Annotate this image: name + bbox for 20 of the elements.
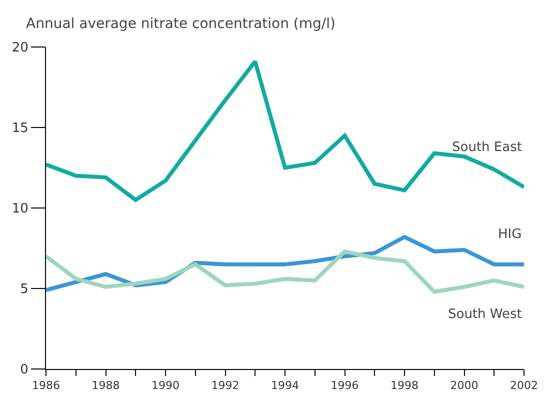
x-tick-label: 2002 [510, 379, 538, 392]
y-tick-label: 0 [20, 362, 28, 378]
y-tick-label: 5 [20, 282, 28, 298]
series-label: South East [452, 140, 522, 155]
x-tick-label: 1998 [390, 379, 418, 392]
line-series [46, 59, 524, 202]
y-tick-label: 20 [12, 40, 28, 56]
y-axis-title: Annual average nitrate concentration (mg/l) [26, 16, 336, 32]
y-tick-label: 15 [12, 121, 28, 136]
x-tick-label: 1996 [330, 379, 359, 392]
y-tick-label: 10 [12, 202, 28, 217]
x-tick-label: 2000 [450, 379, 478, 392]
series-label: South West [448, 307, 522, 322]
x-tick-label: 1990 [152, 379, 180, 392]
series-label: HIG [498, 227, 522, 242]
line-series [46, 249, 524, 294]
x-tick-label: 1988 [92, 379, 120, 392]
x-tick-label: 1994 [271, 379, 299, 392]
x-tick-label: 1992 [211, 379, 240, 392]
x-tick-label: 1986 [32, 379, 60, 392]
